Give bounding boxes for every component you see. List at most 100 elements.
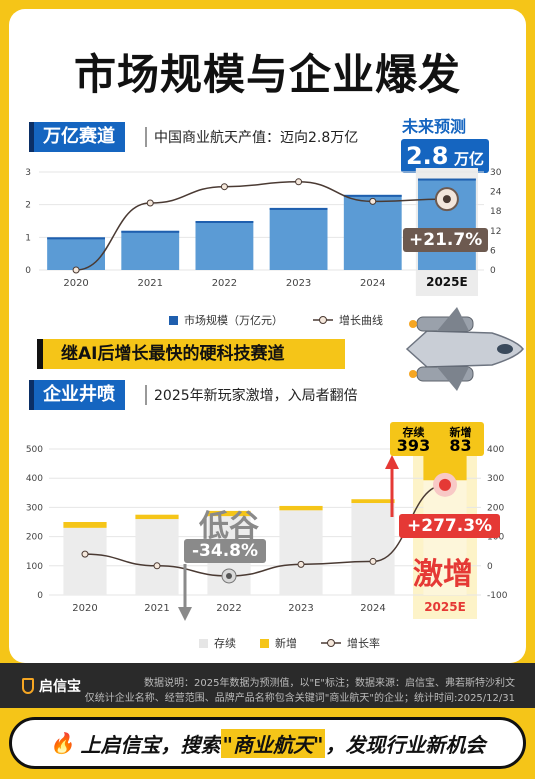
bar-top [343,194,402,197]
new-value: 83 [449,436,472,455]
y-tick-label: 0 [37,591,43,601]
x-tick-label: 2023 [286,278,311,289]
y-tick-label: 300 [26,503,43,513]
up-arrow-head [385,455,399,469]
x-tick-label: 2025E [426,275,468,289]
brand-logo-icon [22,678,34,694]
section1-subtitle: 中国商业航天产值：迈向2.8万亿 [154,130,359,146]
chart1-legend: 市场规模（万亿元） 增长曲线 [169,312,383,328]
page-title: 市场规模与企业爆发 [73,50,461,99]
rocket-icon [405,307,524,391]
growth-point [220,183,228,191]
bar-new [279,505,323,511]
bar-existing [279,510,323,595]
legend-rate-icon [321,639,341,647]
legend-new: 新增 [275,637,297,650]
rate-point [153,562,161,570]
legend-line-icon [313,316,333,324]
brand-name: 启信宝 [39,679,81,695]
surge-tag: +277.3% [399,514,501,538]
growth-point [369,197,377,205]
y-tick-label: 2 [25,201,31,211]
down-arrow-head [178,607,192,621]
bar-existing [351,503,395,595]
growth-point [72,266,80,274]
rate-point [297,560,305,568]
legend-swatch-market [169,315,178,325]
bar [269,207,328,270]
legend-swatch-new [260,638,269,648]
bar-top [417,178,476,181]
y2-tick-label: 18 [490,207,502,217]
fire-icon: 🔥 [49,731,75,755]
existing-label: 存续 [402,426,425,439]
y2-tick-label: 6 [490,246,496,256]
legend-growth: 增长曲线 [339,314,383,327]
section2-label: 企业井喷 [43,384,115,405]
cta-keyword: "商业航天" [220,728,326,758]
growth-point [295,178,303,186]
x-tick-label: 2022 [212,278,237,289]
low-label: 低谷 [199,509,259,544]
bar-existing [63,527,107,595]
cta-part2: ，发现行业新机会 [325,732,486,757]
x-tick-label: 2020 [63,278,88,289]
y2-tick-label: 0 [490,266,496,276]
y2-tick-label: 24 [490,188,502,198]
y2-tick-label: 30 [490,168,502,178]
data-note-line1: 数据说明：2025年数据为预测值，以"E"标注；数据来源：启信宝、弗若斯特沙利文 [144,678,515,689]
bar-new [351,499,395,504]
growth-point [146,199,154,207]
y-tick-label: 400 [26,474,43,484]
y-tick-label: 500 [26,445,43,455]
cta-part1: 上启信宝，搜索 [80,732,221,757]
rate-point [81,550,89,558]
legend-swatch-existing [199,638,208,648]
x-tick-label: 2022 [216,603,241,614]
legend-rate: 增长率 [347,637,380,650]
footer [0,663,535,708]
bar-top [269,207,328,210]
infographic-card: 市场规模与企业爆发 万亿赛道 中国商业航天产值：迈向2.8万亿 未来预测 2.8… [9,9,526,663]
bar-top [47,237,106,240]
section1-header: 万亿赛道 [29,122,125,152]
x-tick-label: 2024 [360,278,385,289]
existing-value: 393 [396,436,431,455]
y2-tick-label: 12 [490,227,501,237]
x-tick-label: 2021 [144,603,169,614]
bar-existing [135,519,179,595]
rate-line [84,484,446,577]
bar [343,194,402,270]
surge-counts-badge: 存续 393 新增 83 [390,422,484,456]
surge-label: 激增 [413,557,473,592]
y2-tick-label: 300 [487,474,504,484]
y-tick-label: 100 [26,562,43,572]
growth-point [442,195,451,204]
y2-tick-label: 0 [487,562,493,572]
bar-new [63,522,107,528]
y2-tick-label: 400 [487,445,504,455]
x-tick-label: 2024 [360,603,385,614]
x-tick-label: 2025E [424,600,466,614]
bar-new [135,514,179,520]
chart2-legend: 存续 新增 增长率 [199,635,380,651]
bar-new [207,510,251,517]
bar-top [195,221,254,223]
rate-point [439,478,451,491]
y2-tick-label: 200 [487,503,504,513]
forecast-unit: 万亿 [454,150,485,168]
y-tick-label: 1 [25,233,31,243]
forecast-badge: 2.8 万亿 [401,139,489,173]
x-tick-label: 2020 [72,603,97,614]
low-tag: -34.8% [184,539,267,563]
cta-bar[interactable]: 🔥 上启信宝，搜索 "商业航天" ，发现行业新机会 [9,717,526,769]
bar [195,221,254,270]
forecast-label: 未来预测 [402,117,467,136]
rate-point [369,557,377,565]
growth-tag: +21.7% [403,228,489,252]
data-note-line2: 仅统计企业名称、经营范围、品牌产品名称包含关键词"商业航天"的企业；统计时间:2… [84,693,515,704]
y2-tick-label: -100 [487,591,508,601]
legend-market: 市场规模（万亿元） [184,314,283,327]
y-tick-label: 3 [25,168,31,178]
forecast-value: 2.8 [405,142,449,170]
